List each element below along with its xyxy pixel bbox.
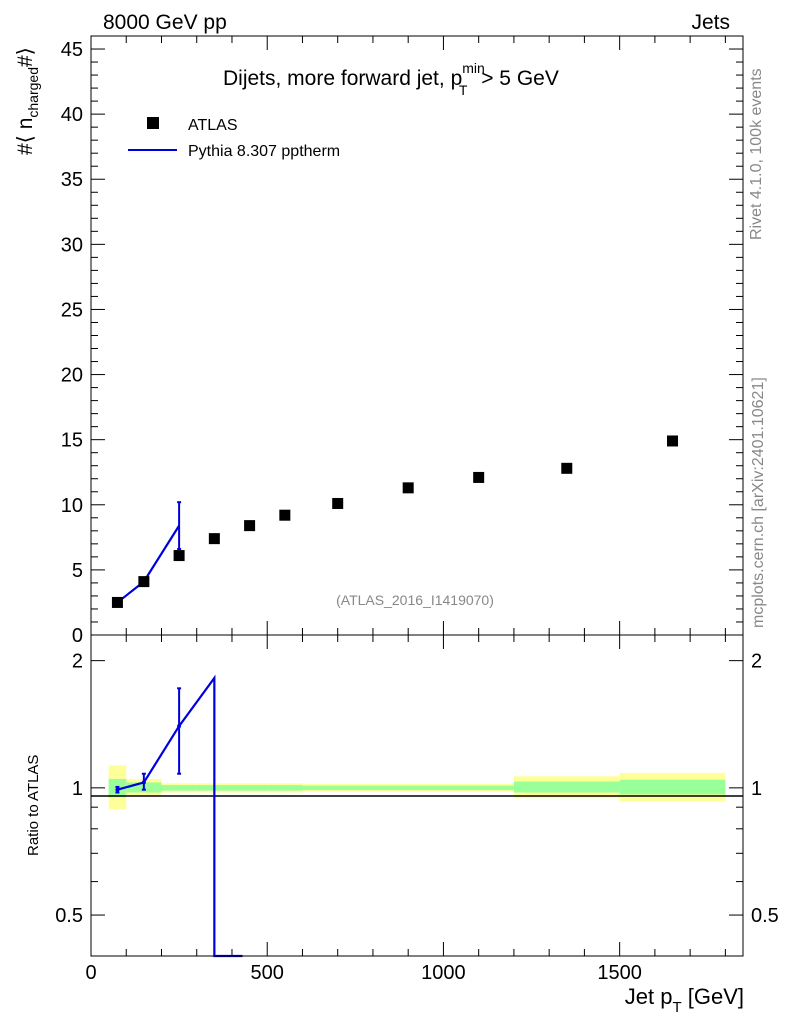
main-ytick-label: 20 [61, 365, 83, 387]
ratio-ylabel: Ratio to ATLAS [25, 755, 42, 856]
main-ylabel: #⟨ ncharged#⟩ [14, 47, 41, 155]
main-ytick-label: 10 [61, 495, 83, 517]
main-ytick-label: 0 [72, 625, 83, 647]
ratio-band-inner [372, 785, 444, 791]
atlas-point [138, 576, 150, 588]
atlas-point [402, 482, 414, 494]
main-ytick-label: 45 [61, 39, 83, 61]
ratio-ytick-label-left: 0.5 [55, 905, 83, 927]
ratio-ytick-labels: 0.5 0.5 1 1 2 2 [55, 651, 779, 927]
rivet-info: Rivet 4.1.0, 100k events [748, 68, 765, 240]
ratio-band-inner [161, 785, 197, 791]
ratio-band-inner [443, 785, 514, 791]
atlas-point [561, 462, 573, 474]
ratio-ytick-label-left: 2 [72, 651, 83, 673]
analysis-watermark: (ATLAS_2016_I1419070) [336, 592, 494, 608]
main-ytick-label: 25 [61, 299, 83, 321]
ratio-panel: 0.5 0.5 1 1 2 2 0 500 1000 1500 Ratio to ATLAS J… [25, 634, 779, 1016]
ratio-frame [90, 634, 744, 957]
ratio-band-inner [302, 785, 373, 791]
main-ytick-label: 5 [72, 560, 83, 582]
header-energy: 8000 GeV pp [103, 11, 227, 34]
ratio-band-inner [231, 785, 268, 791]
ratio-ticks [90, 635, 743, 957]
main-panel: 0 5 10 15 20 25 30 35 40 45 Dijets, more forward … [14, 35, 744, 647]
atlas-point [332, 497, 344, 509]
header-process: Jets [691, 11, 730, 34]
ratio-xtick-label: 500 [251, 962, 284, 984]
main-mc-series [115, 501, 182, 605]
mc-line [116, 525, 181, 604]
atlas-point [244, 520, 256, 532]
atlas-point [279, 509, 291, 521]
main-ytick-label: 30 [61, 234, 83, 256]
ratio-xtick-label: 1500 [597, 962, 642, 984]
xaxis-label: Jet pT [GeV] [625, 984, 744, 1016]
legend-mc-label: Pythia 8.307 pptherm [188, 143, 340, 160]
ratio-ytick-label-right: 1 [751, 778, 762, 800]
ratio-bands [108, 765, 726, 810]
ratio-point [141, 780, 146, 785]
ratio-xtick-label: 0 [85, 962, 96, 984]
atlas-point [111, 596, 123, 608]
main-data-series [111, 435, 679, 608]
plot-title: Dijets, more forward jet, pmin T > 5 GeV [223, 60, 559, 98]
ratio-point [115, 787, 120, 792]
ratio-ytick-label-left: 1 [72, 778, 83, 800]
main-ytick-labels: 0 5 10 15 20 25 30 35 40 45 [61, 39, 83, 647]
legend-data-label: ATLAS [188, 117, 238, 134]
ratio-ytick-label-right: 2 [751, 651, 762, 673]
ratio-mc-series [115, 674, 243, 958]
legend-data-marker [147, 117, 159, 129]
ratio-xtick-labels: 0 500 1000 1500 [85, 962, 641, 984]
atlas-point [173, 550, 185, 562]
ratio-xtick-label: 1000 [421, 962, 466, 984]
main-ytick-label: 40 [61, 104, 83, 126]
atlas-point [208, 533, 220, 545]
ratio-ytick-label-right: 0.5 [751, 905, 779, 927]
ratio-point [177, 724, 182, 729]
atlas-point [473, 471, 485, 483]
mcplots-info: mcplots.cern.ch [arXiv:2401.10621] [750, 377, 767, 628]
main-ytick-label: 35 [61, 169, 83, 191]
ratio-band-inner [267, 785, 303, 791]
main-ticks [90, 35, 743, 636]
ratio-band-inner [619, 779, 726, 795]
main-ytick-label: 15 [61, 430, 83, 452]
ratio-band-inner [513, 781, 620, 793]
atlas-point [667, 435, 679, 447]
